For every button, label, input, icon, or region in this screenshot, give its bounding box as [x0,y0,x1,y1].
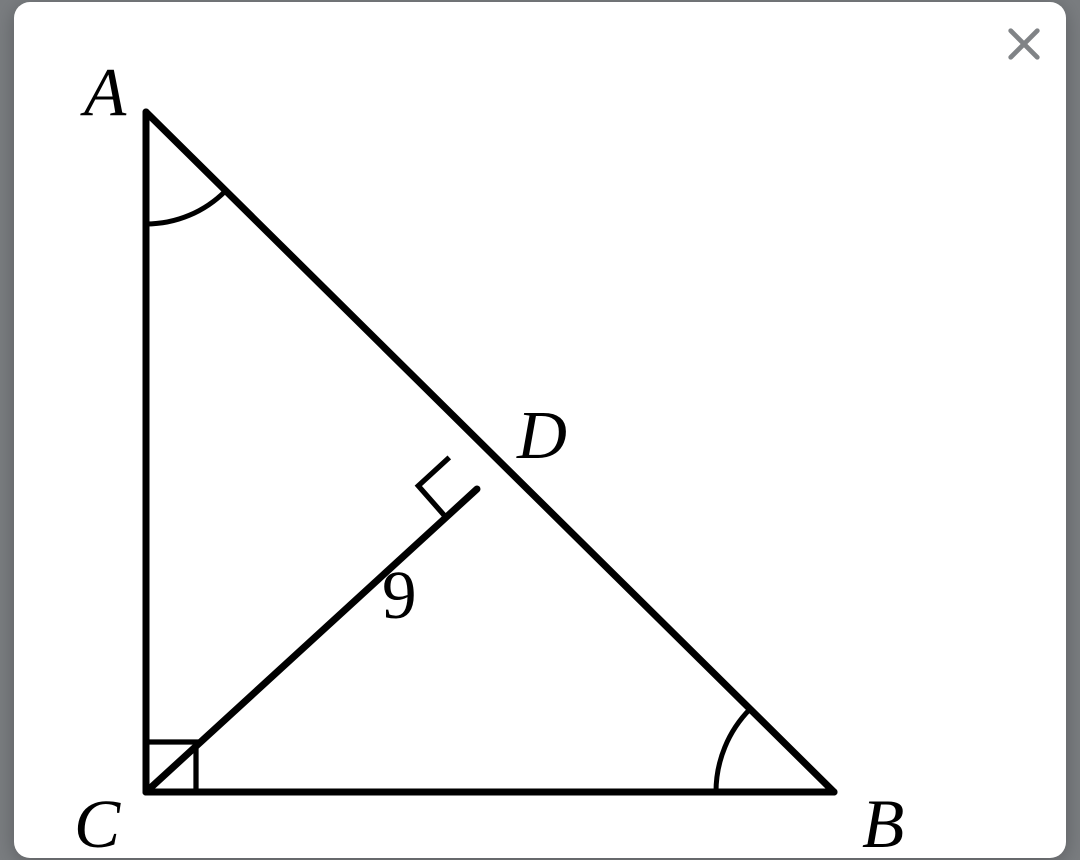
point-label-B: B [862,785,904,858]
close-icon [1005,25,1043,63]
geometry-diagram: A B C D 9 [14,2,1066,858]
point-label-D: D [516,396,567,473]
point-label-A: A [80,53,127,130]
point-label-C: C [74,785,121,858]
angle-arc-B [716,709,750,792]
right-angle-marker-D [418,457,449,517]
segment-AB [146,112,834,792]
angle-arc-A [146,191,226,224]
modal-container: A B C D 9 [14,2,1066,858]
close-button[interactable] [1000,20,1048,68]
value-label-0: 9 [382,556,417,633]
